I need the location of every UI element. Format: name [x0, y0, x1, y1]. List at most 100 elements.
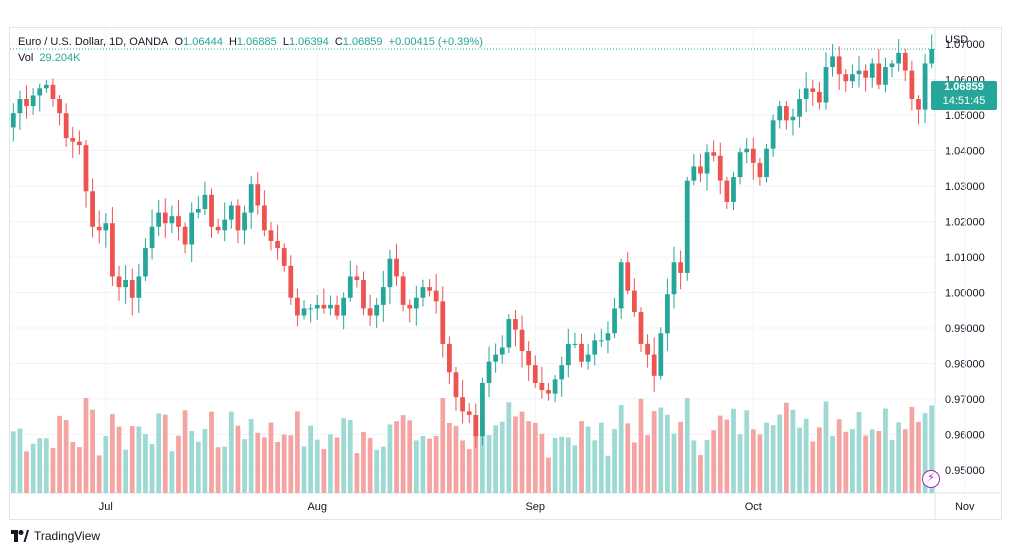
candle-body [110, 223, 115, 277]
volume-legend[interactable]: Vol 29.204K [18, 51, 80, 65]
volume-bar [123, 449, 129, 493]
volume-bar [856, 411, 862, 493]
candle-body [433, 290, 439, 302]
candle-body [598, 340, 604, 342]
volume-bar [480, 418, 485, 493]
candle-body [658, 333, 664, 376]
candle-body [916, 98, 921, 110]
volume-bar [552, 438, 558, 493]
volume-bar [275, 441, 280, 493]
candle-body [103, 223, 109, 231]
volume-bar [433, 435, 439, 493]
volume-bar [374, 449, 380, 493]
candle-body [572, 343, 578, 345]
candle-body [281, 248, 287, 266]
x-tick-label: Oct [745, 501, 762, 513]
volume-bar [24, 451, 29, 493]
volume-bar [334, 437, 340, 493]
volume-bar [744, 410, 750, 493]
volume-bar [460, 440, 465, 493]
candle-body [783, 106, 789, 121]
candle-body [922, 63, 928, 110]
candle-body [671, 262, 677, 295]
volume-bar [242, 439, 247, 493]
candle-body [678, 262, 684, 273]
volume-bar [248, 419, 254, 493]
volume-bar [499, 421, 505, 493]
lightning-icon[interactable]: ⚡ [922, 470, 940, 488]
candle-body [63, 113, 69, 139]
volume-bar [354, 453, 360, 493]
volume-bar [473, 416, 479, 493]
volume-bar [63, 419, 69, 493]
candle-body [143, 248, 148, 277]
chart-frame[interactable] [9, 27, 1002, 520]
candle-body [176, 216, 181, 227]
x-tick-label: Nov [955, 501, 975, 513]
volume-bar [691, 440, 697, 493]
candle-body [717, 155, 723, 181]
volume-bar [57, 415, 62, 493]
close-label: C [334, 36, 343, 48]
candle-body [691, 166, 697, 181]
x-tick-label: Sep [525, 501, 545, 513]
volume-bar [757, 434, 763, 493]
volume-bar [328, 434, 333, 493]
volume-bar [916, 421, 921, 493]
volume-bar [215, 447, 221, 493]
currency-label[interactable]: USD [945, 34, 969, 46]
candle-body [361, 280, 366, 309]
candle-body [169, 216, 175, 224]
volume-bar [314, 439, 320, 493]
tradingview-logo-icon [11, 530, 29, 542]
candle-body [896, 52, 902, 64]
candle-body [275, 240, 280, 249]
volume-bar [255, 432, 261, 493]
volume-bar [493, 425, 499, 493]
candle-body [823, 67, 829, 103]
volume-bar [308, 425, 314, 493]
volume-bar [156, 413, 162, 493]
volume-bar [790, 409, 796, 493]
candle-body [367, 308, 373, 316]
candle-body [116, 276, 122, 288]
candle-body [288, 265, 294, 298]
candle-body [513, 319, 518, 330]
volume-bar [268, 422, 274, 493]
volume-bar [526, 421, 532, 493]
volume-bar [579, 421, 584, 493]
candle-body [341, 297, 347, 316]
candle-body [665, 294, 670, 334]
volume-bar [427, 438, 432, 493]
candle-body [235, 205, 241, 231]
candle-body [546, 390, 551, 394]
candle-body [704, 152, 710, 174]
volume-bar [413, 440, 419, 493]
candle-body [195, 209, 201, 213]
candle-body [149, 226, 155, 249]
volume-bar [909, 406, 915, 493]
volume-bar [704, 439, 710, 493]
tradingview-brand[interactable]: TradingView [11, 529, 100, 543]
candle-body [427, 287, 432, 291]
volume-bar [228, 411, 234, 493]
candle-body [413, 297, 419, 309]
volume-bar [764, 422, 769, 493]
candle-body [493, 354, 499, 362]
candle-body [750, 148, 756, 163]
symbol-name[interactable]: Euro / U.S. Dollar, 1D, OANDA [18, 36, 169, 48]
volume-bar [810, 441, 816, 493]
volume-bar [446, 422, 452, 493]
candle-body [24, 98, 29, 107]
symbol-legend[interactable]: Euro / U.S. Dollar, 1D, OANDA O1.06444 H… [18, 35, 483, 49]
candle-body [321, 304, 327, 309]
candle-body [869, 63, 875, 78]
volume-bar [116, 426, 122, 493]
candle-body [519, 329, 525, 352]
candle-body [394, 258, 399, 277]
volume-bar [850, 429, 855, 493]
volume-bar [50, 447, 56, 493]
candle-body [625, 262, 631, 291]
volume-bar [684, 398, 690, 493]
